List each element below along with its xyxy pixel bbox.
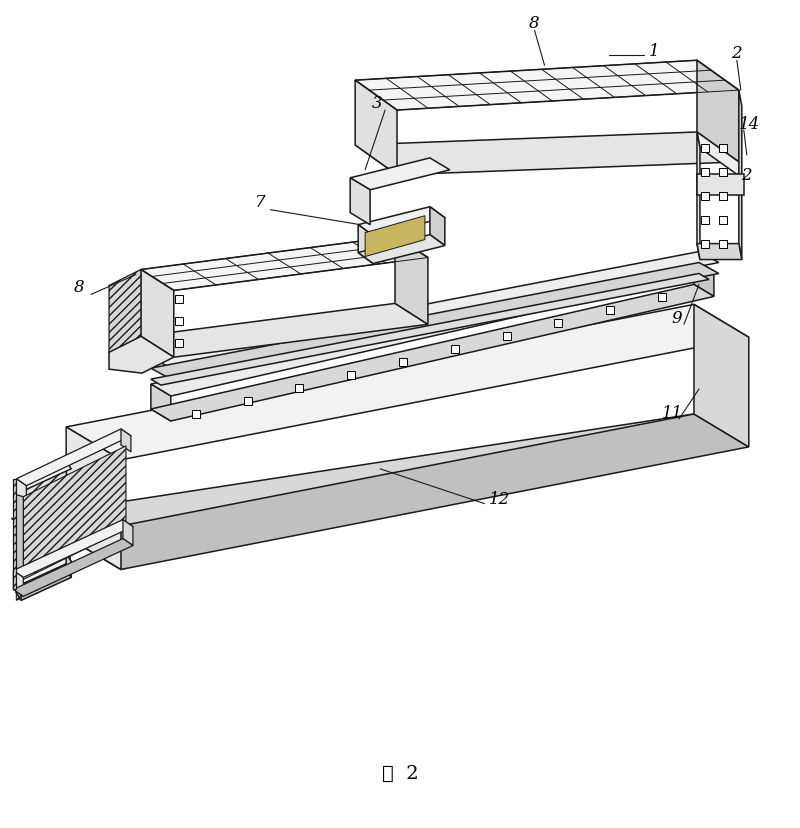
Polygon shape (358, 208, 445, 236)
Polygon shape (16, 461, 71, 492)
Bar (658, 294, 666, 302)
Text: 14: 14 (739, 115, 761, 132)
Polygon shape (358, 235, 445, 264)
Polygon shape (350, 159, 450, 190)
Polygon shape (16, 484, 22, 600)
Bar (174, 318, 182, 326)
Polygon shape (697, 132, 742, 179)
Text: 2: 2 (731, 45, 742, 61)
Polygon shape (16, 484, 22, 509)
Bar (243, 397, 251, 406)
Polygon shape (151, 260, 714, 397)
Polygon shape (350, 179, 370, 225)
Polygon shape (66, 554, 71, 578)
Polygon shape (430, 208, 445, 246)
Polygon shape (23, 446, 126, 580)
Text: 12: 12 (489, 491, 510, 508)
Bar (719, 193, 727, 200)
Polygon shape (16, 570, 71, 600)
Polygon shape (123, 520, 133, 546)
Polygon shape (66, 415, 749, 570)
Bar (295, 385, 303, 392)
Text: 2: 2 (742, 167, 752, 184)
Text: 图  2: 图 2 (382, 763, 418, 782)
Text: 3: 3 (372, 94, 382, 112)
Polygon shape (395, 238, 428, 325)
Polygon shape (66, 427, 121, 570)
Polygon shape (14, 479, 16, 590)
Polygon shape (141, 270, 174, 358)
Text: 8: 8 (530, 15, 540, 31)
Polygon shape (355, 132, 739, 176)
Polygon shape (16, 461, 66, 593)
Polygon shape (697, 244, 742, 260)
Polygon shape (14, 539, 133, 597)
Polygon shape (151, 285, 714, 421)
Polygon shape (26, 487, 56, 585)
Polygon shape (16, 430, 131, 486)
Bar (719, 216, 727, 224)
Bar (719, 145, 727, 152)
Polygon shape (121, 430, 131, 452)
Polygon shape (16, 461, 71, 600)
Polygon shape (365, 216, 425, 258)
Polygon shape (151, 274, 709, 386)
Bar (192, 411, 200, 418)
Polygon shape (151, 385, 170, 421)
Polygon shape (109, 270, 141, 353)
Bar (174, 339, 182, 348)
Bar (701, 169, 709, 176)
Bar (554, 320, 562, 328)
Polygon shape (109, 337, 174, 373)
Polygon shape (151, 263, 719, 380)
Text: 9: 9 (672, 310, 682, 326)
Bar (701, 193, 709, 200)
Polygon shape (697, 132, 700, 260)
Polygon shape (141, 304, 428, 358)
Bar (451, 346, 458, 354)
Bar (174, 296, 182, 304)
Polygon shape (16, 577, 22, 600)
Polygon shape (14, 520, 133, 578)
Bar (719, 169, 727, 176)
Polygon shape (16, 479, 26, 502)
Polygon shape (16, 554, 71, 585)
Polygon shape (697, 175, 744, 195)
Bar (701, 145, 709, 152)
Polygon shape (355, 81, 397, 176)
Polygon shape (66, 305, 749, 460)
Text: 8: 8 (74, 278, 85, 296)
Polygon shape (697, 61, 739, 162)
Bar (347, 372, 355, 380)
Bar (719, 240, 727, 248)
Polygon shape (355, 61, 739, 111)
Text: 1: 1 (649, 43, 659, 60)
Polygon shape (694, 260, 714, 297)
Polygon shape (151, 253, 719, 368)
Text: 11: 11 (662, 404, 682, 421)
Bar (399, 359, 407, 367)
Polygon shape (141, 238, 428, 291)
Polygon shape (694, 305, 749, 447)
Polygon shape (739, 91, 742, 260)
Polygon shape (16, 495, 23, 580)
Polygon shape (358, 225, 373, 264)
Bar (701, 240, 709, 248)
Polygon shape (11, 415, 694, 570)
Polygon shape (14, 570, 23, 597)
Text: 7: 7 (255, 194, 266, 211)
Bar (701, 216, 709, 224)
Bar (606, 307, 614, 315)
Bar (502, 333, 510, 341)
